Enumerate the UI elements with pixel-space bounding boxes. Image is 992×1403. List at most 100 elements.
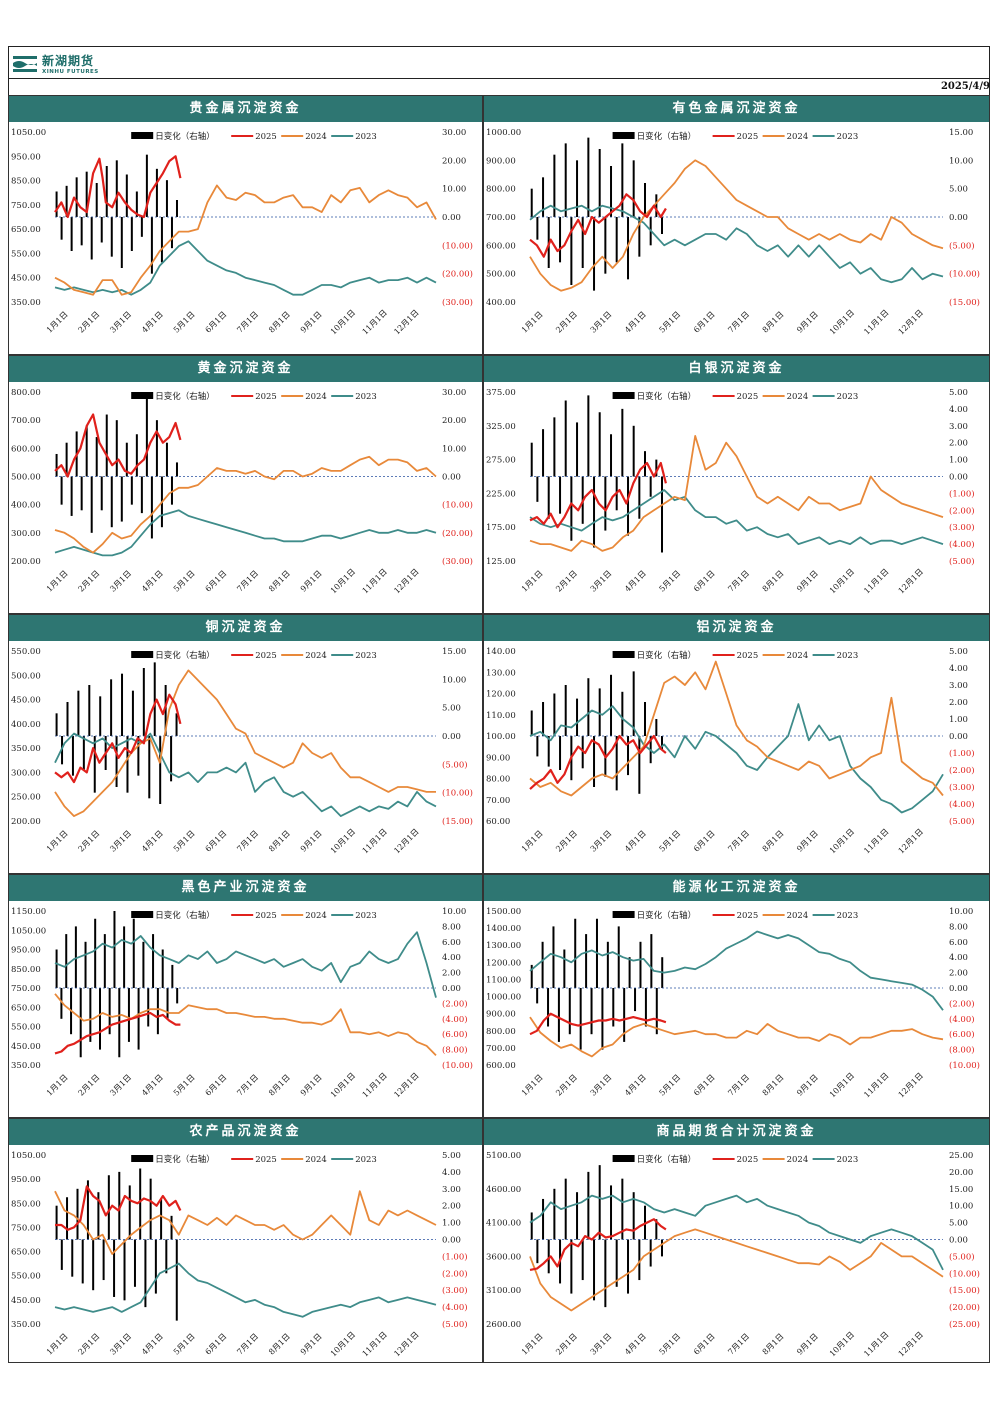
left-axis-tick: 70.00 <box>486 796 510 806</box>
x-axis-month-label: 4月1日 <box>140 1073 165 1098</box>
x-axis-month-label: 1月1日 <box>520 1332 545 1357</box>
x-axis-month-label: 3月1日 <box>108 1073 133 1098</box>
left-axis-tick: 650.00 <box>11 1003 41 1013</box>
right-axis-tick: (5.00) <box>949 240 975 251</box>
x-axis-month-label: 6月1日 <box>204 1332 229 1357</box>
legend-label-s2025: 2025 <box>255 651 277 661</box>
left-axis-tick: 1000.00 <box>486 993 521 1003</box>
left-axis-tick: 80.00 <box>486 775 510 785</box>
right-axis-tick: 8.00 <box>949 922 968 932</box>
x-axis-month-label: 10月1日 <box>828 827 856 855</box>
series-line-2024 <box>529 159 944 292</box>
left-axis-tick: 4600.00 <box>486 1185 521 1195</box>
x-axis-month-label: 8月1日 <box>267 829 292 854</box>
right-axis-tick: 3.00 <box>442 1185 461 1195</box>
left-axis-tick: 650.00 <box>11 1248 41 1258</box>
logo-chinese-name: 新湖期货 <box>42 53 95 68</box>
chart-panel: 贵金属沉淀资金 1050.00 950.00 850.00 750.00 650.00 55… <box>8 95 483 355</box>
right-axis-tick: (3.00) <box>949 522 975 533</box>
legend-label-daily: 日变化（右轴） <box>155 1154 215 1165</box>
x-axis-month-label: 6月1日 <box>692 569 717 594</box>
right-axis-tick: (15.00) <box>949 1285 980 1296</box>
legend-label-s2024: 2024 <box>305 911 327 921</box>
chart-title: 黑色产业沉淀资金 <box>9 875 482 901</box>
series-line-2025 <box>529 734 667 790</box>
right-axis-tick: (2.00) <box>949 765 975 776</box>
right-axis-tick: (6.00) <box>949 1029 975 1040</box>
left-axis-tick: 700.00 <box>486 1044 516 1054</box>
left-axis-tick: 700.00 <box>11 416 41 426</box>
chart-legend: 日变化（右轴） 2025 2024 2023 <box>612 1154 858 1165</box>
x-axis-month-label: 4月1日 <box>140 310 165 335</box>
x-axis-month-label: 7月1日 <box>235 1073 260 1098</box>
x-axis-month-label: 5月1日 <box>657 1332 682 1357</box>
x-axis-month-label: 3月1日 <box>108 310 133 335</box>
right-axis-tick: (4.00) <box>949 1014 975 1025</box>
chart-legend: 日变化（右轴） 2025 2024 2023 <box>131 131 377 142</box>
x-axis-month-label: 7月1日 <box>726 1073 751 1098</box>
x-axis-month-label: 12月1日 <box>897 1330 925 1358</box>
x-axis-month-label: 7月1日 <box>726 829 751 854</box>
chart-title: 铜沉淀资金 <box>9 615 482 641</box>
legend-label-s2023: 2023 <box>355 132 377 142</box>
chart-svg: 1150.00 1050.00 950.00 850.00 750.00 650.00 55… <box>11 907 473 1099</box>
legend-label-s2024: 2024 <box>787 392 809 402</box>
left-axis-tick: 3100.00 <box>486 1286 521 1296</box>
report-date: 2025/4/9 <box>940 81 990 92</box>
legend-label-s2024: 2024 <box>305 1155 327 1165</box>
right-axis-tick: 2.00 <box>949 439 968 449</box>
left-axis-tick: 750.00 <box>11 1223 41 1233</box>
right-axis-tick: 5.00 <box>949 1219 968 1229</box>
x-axis-month-label: 2月1日 <box>554 1073 579 1098</box>
left-axis-tick: 750.00 <box>11 201 41 211</box>
chart-title: 有色金属沉淀资金 <box>484 96 989 122</box>
x-axis-month-label: 2月1日 <box>554 829 579 854</box>
right-axis-tick: (5.00) <box>442 1319 468 1330</box>
chart-title: 贵金属沉淀资金 <box>9 96 482 122</box>
left-axis-tick: 550.00 <box>11 647 41 657</box>
chart-panel: 黑色产业沉淀资金 1150.00 1050.00 950.00 850.00 750.00… <box>8 874 483 1118</box>
right-axis-tick: 0.00 <box>949 984 968 994</box>
right-axis-tick: 10.00 <box>442 675 466 685</box>
series-line-2024 <box>54 669 436 818</box>
chart-svg: 1050.00 950.00 850.00 750.00 650.00 550.00 450… <box>11 128 473 336</box>
right-axis-tick: 0.00 <box>442 473 461 483</box>
chart-legend: 日变化（右轴） 2025 2024 2023 <box>612 650 859 661</box>
x-axis-month-label: 7月1日 <box>726 569 751 594</box>
left-axis-tick: 200.00 <box>11 557 41 567</box>
x-axis-month-label: 2月1日 <box>77 1073 102 1098</box>
left-axis-tick: 140.00 <box>486 647 516 657</box>
x-axis-month-label: 2月1日 <box>77 1332 102 1357</box>
x-axis-month-label: 7月1日 <box>235 569 260 594</box>
logo-english-name: XINHU FUTURES <box>42 68 99 75</box>
x-axis-month-label: 11月1日 <box>360 308 388 336</box>
left-axis-tick: 900.00 <box>486 156 516 166</box>
legend-label-s2025: 2025 <box>255 1155 277 1165</box>
x-axis-month-label: 1月1日 <box>45 310 70 335</box>
chart-legend: 日变化（右轴） 2025 2024 2023 <box>612 910 858 921</box>
right-axis-tick: (10.00) <box>949 1268 980 1279</box>
left-axis-tick: 850.00 <box>11 1199 41 1209</box>
left-axis-tick: 1500.00 <box>486 907 521 917</box>
x-axis-month-label: 3月1日 <box>589 1332 614 1357</box>
series-line-2025 <box>529 1012 667 1036</box>
x-axis-month-label: 2月1日 <box>77 829 102 854</box>
right-axis-tick: (20.00) <box>949 1302 980 1313</box>
chart-panel: 农产品沉淀资金 1050.00 950.00 850.00 750.00 650.00 55… <box>8 1118 483 1363</box>
x-axis-month-label: 8月1日 <box>761 310 786 335</box>
chart-legend: 日变化（右轴） 2025 2024 2023 <box>612 391 858 402</box>
legend-label-daily: 日变化（右轴） <box>637 1154 697 1165</box>
left-axis-tick: 225.00 <box>486 489 516 499</box>
x-axis-month-label: 12月1日 <box>392 567 420 595</box>
chart-svg: 140.00 130.00 120.00 110.00 100.00 90.00 80.00… <box>486 647 975 855</box>
series-line-2025 <box>529 461 667 529</box>
legend-label-s2023: 2023 <box>837 651 859 661</box>
legend-label-daily: 日变化（右轴） <box>637 391 697 402</box>
right-axis-tick: (15.00) <box>949 297 980 308</box>
x-axis-month-label: 8月1日 <box>267 1332 292 1357</box>
left-axis-tick: 5100.00 <box>486 1151 521 1161</box>
left-axis-tick: 600.00 <box>11 444 41 454</box>
series-line-2023 <box>529 489 944 546</box>
series-line-2024 <box>529 1016 944 1058</box>
x-axis-month-label: 2月1日 <box>554 1332 579 1357</box>
